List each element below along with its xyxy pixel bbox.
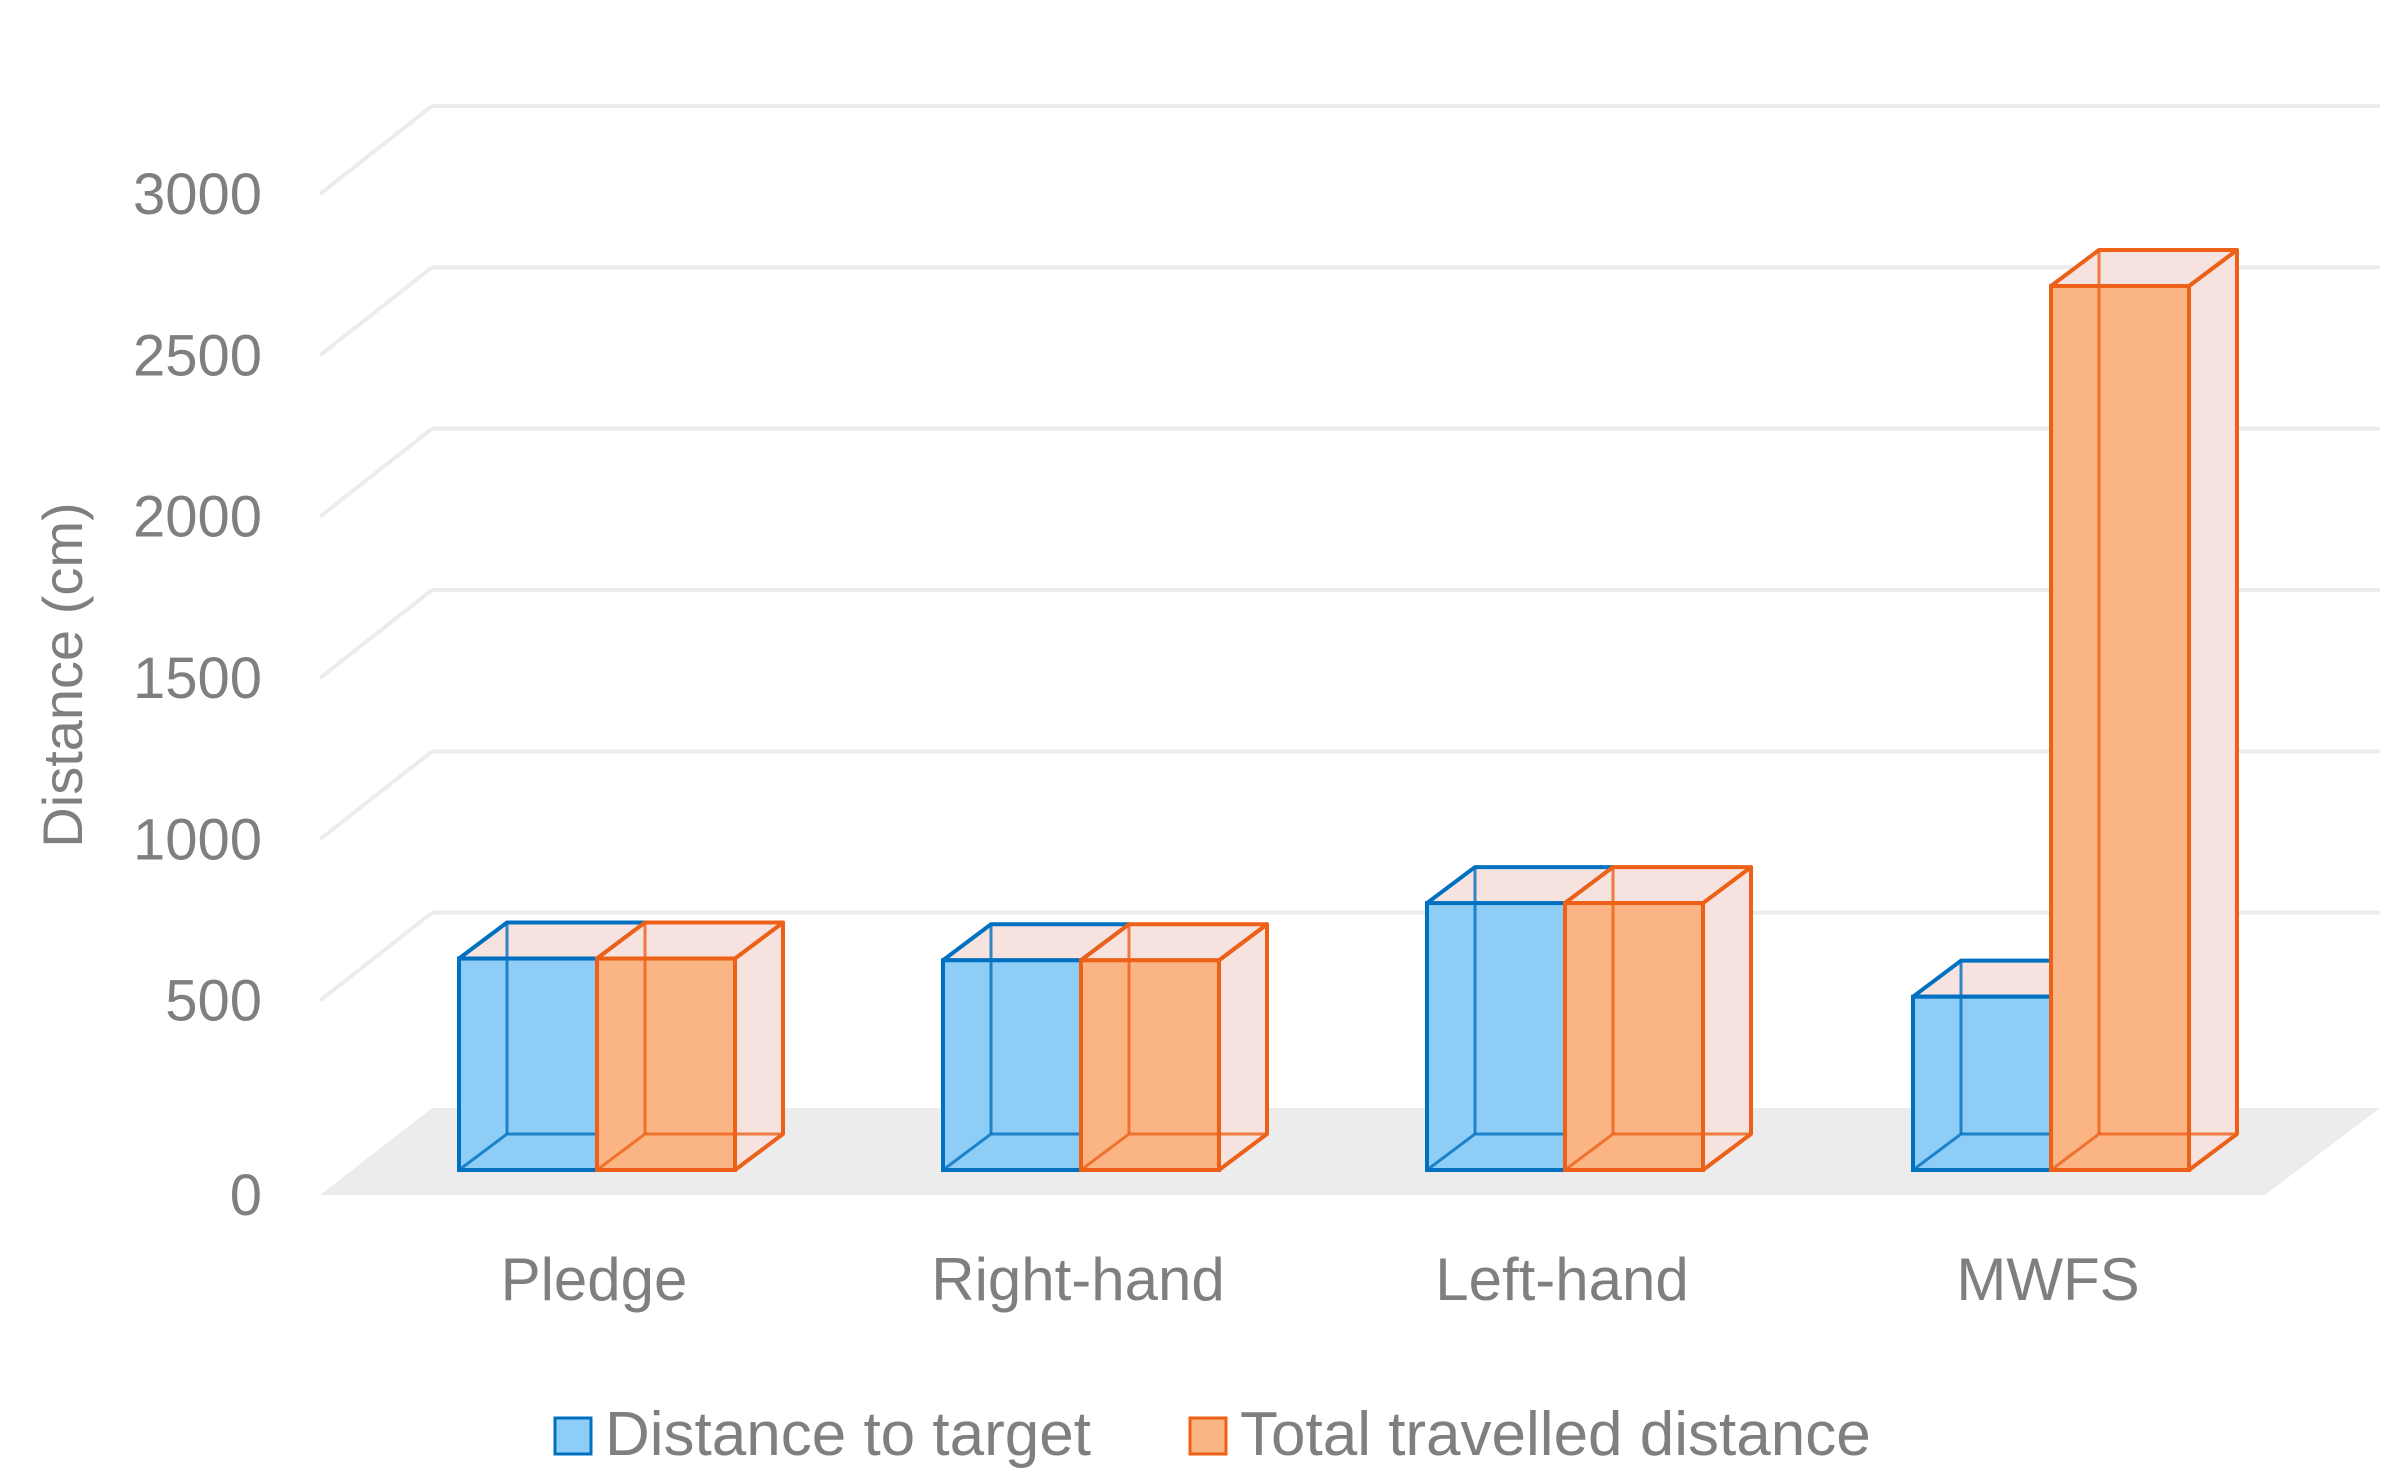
gridline-side <box>318 265 434 357</box>
y-tick-label: 500 <box>165 969 262 1034</box>
y-tick-label: 1000 <box>133 807 262 872</box>
x-category-label: Right-hand <box>931 1246 1225 1313</box>
gridline-side <box>318 911 434 1003</box>
y-axis-label: Distance (cm) <box>31 502 94 847</box>
bar-total-travelled-distance <box>1563 865 1753 1172</box>
legend: Distance to target Total travelled distan… <box>553 1400 1871 1469</box>
gridline-side <box>318 749 434 841</box>
legend-item: Total travelled distance <box>1188 1400 1871 1469</box>
bar-total-travelled-distance <box>2049 248 2239 1172</box>
legend-item: Distance to target <box>553 1400 1091 1469</box>
gridline-side <box>318 427 434 519</box>
gridline-side <box>318 588 434 680</box>
gridline-side <box>318 104 434 196</box>
bar-total-travelled-distance <box>595 920 785 1172</box>
legend-swatch <box>553 1416 593 1456</box>
x-category-label: MWFS <box>1956 1246 2139 1313</box>
bar-total-travelled-distance <box>1079 922 1269 1172</box>
x-category-label: Pledge <box>501 1246 688 1313</box>
legend-label: Distance to target <box>605 1400 1091 1469</box>
y-tick-label: 0 <box>230 1163 262 1228</box>
y-tick-label: 2000 <box>133 485 262 550</box>
x-category-label: Left-hand <box>1435 1246 1689 1313</box>
y-tick-label: 1500 <box>133 646 262 711</box>
x-axis-categories: Pledge Right-hand Left-hand MWFS <box>501 1246 2140 1313</box>
y-tick-label: 3000 <box>133 162 262 227</box>
floor-plane <box>320 1108 2380 1195</box>
y-tick-label: 2500 <box>133 323 262 388</box>
bars <box>457 248 2239 1173</box>
y-axis-ticks: 0 500 1000 1500 2000 2500 3000 <box>133 162 262 1228</box>
legend-swatch <box>1188 1416 1228 1456</box>
chart-floor <box>320 1108 2380 1195</box>
legend-label: Total travelled distance <box>1240 1400 1871 1469</box>
